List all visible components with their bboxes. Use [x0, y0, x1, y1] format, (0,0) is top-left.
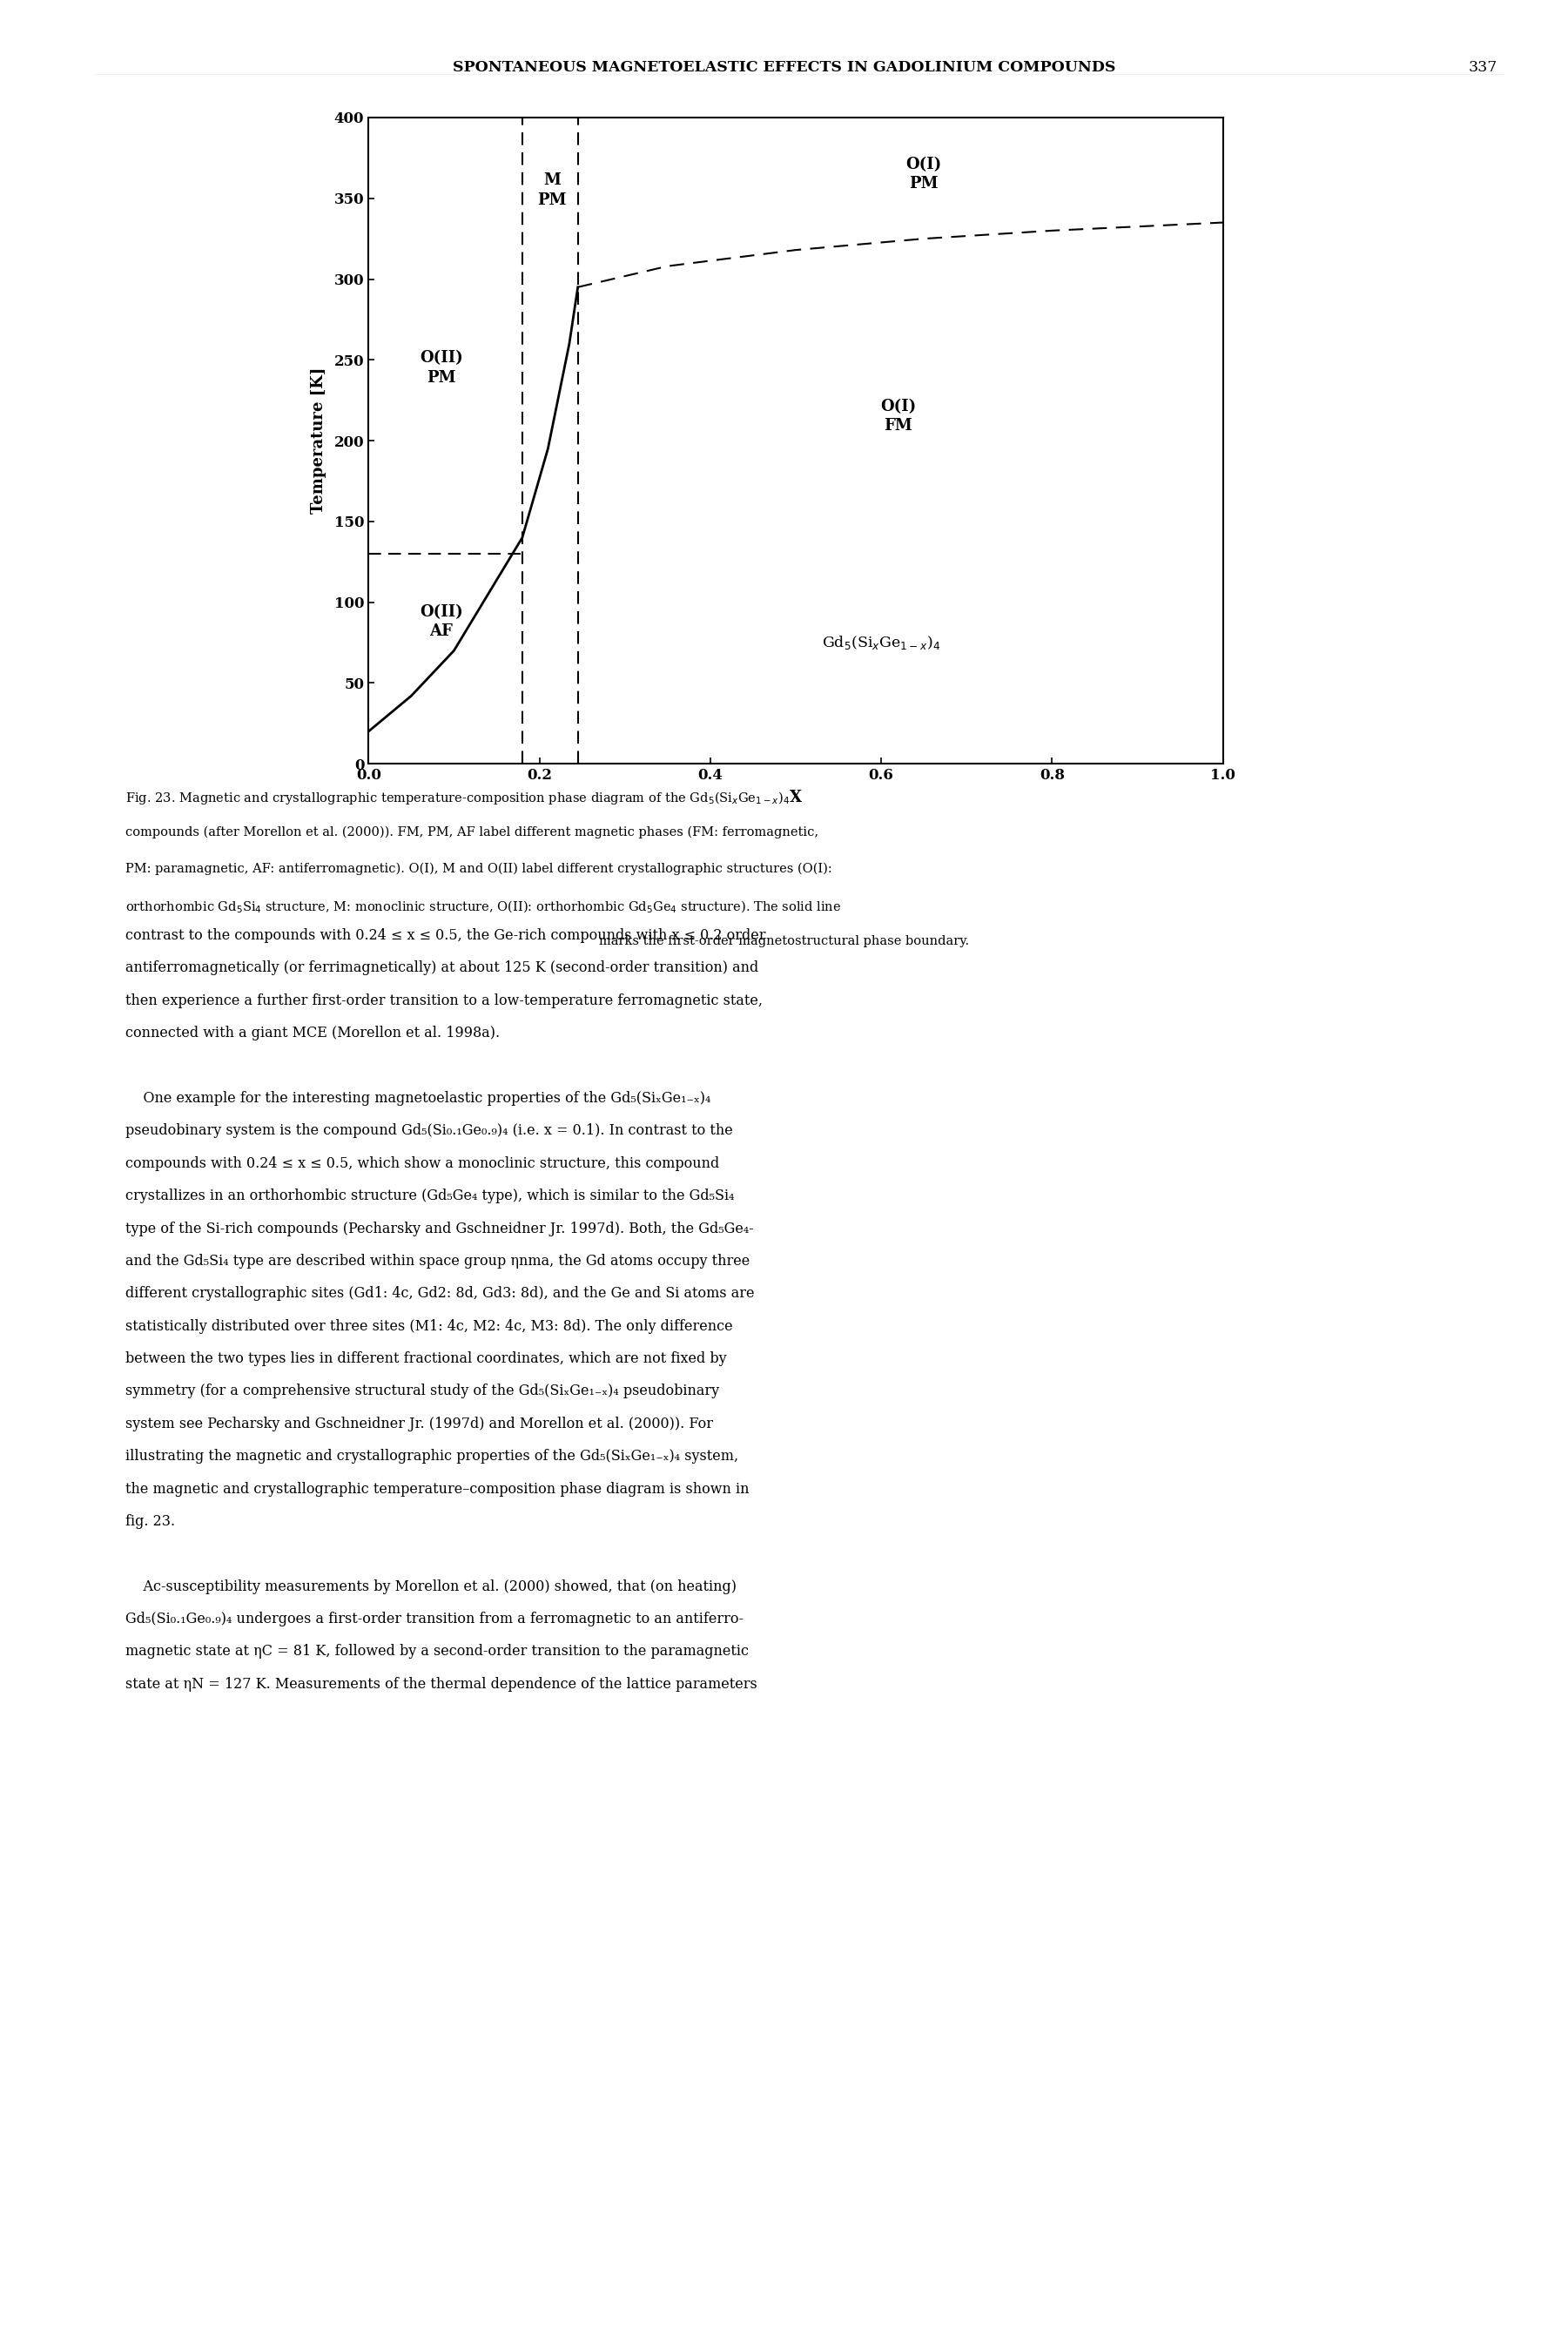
Text: Fig. 23. Magnetic and crystallographic temperature-composition phase diagram of : Fig. 23. Magnetic and crystallographic t…: [125, 790, 790, 806]
Text: One example for the interesting magnetoelastic properties of the Gd₅(SiₓGe₁₋ₓ)₄: One example for the interesting magnetoe…: [125, 1090, 710, 1107]
Text: O(II)
AF: O(II) AF: [420, 604, 463, 639]
Text: then experience a further first-order transition to a low-temperature ferromagne: then experience a further first-order tr…: [125, 994, 762, 1008]
Text: fig. 23.: fig. 23.: [125, 1513, 176, 1530]
Text: O(II)
PM: O(II) PM: [420, 350, 463, 385]
Text: compounds (after Morellon et al. (2000)). FM, PM, AF label different magnetic ph: compounds (after Morellon et al. (2000))…: [125, 825, 818, 839]
Text: contrast to the compounds with 0.24 ≤ x ≤ 0.5, the Ge-rich compounds with x ≤ 0.: contrast to the compounds with 0.24 ≤ x …: [125, 928, 765, 942]
Text: the magnetic and crystallographic temperature–composition phase diagram is shown: the magnetic and crystallographic temper…: [125, 1481, 750, 1497]
Text: state at ηN = 127 K. Measurements of the thermal dependence of the lattice param: state at ηN = 127 K. Measurements of the…: [125, 1678, 757, 1692]
Text: symmetry (for a comprehensive structural study of the Gd₅(SiₓGe₁₋ₓ)₄ pseudobinar: symmetry (for a comprehensive structural…: [125, 1384, 720, 1398]
Text: statistically distributed over three sites (M1: 4c, M2: 4c, M3: 8d). The only di: statistically distributed over three sit…: [125, 1318, 732, 1332]
Text: Gd$_5$(Si$_x$Ge$_{1-x}$)$_4$: Gd$_5$(Si$_x$Ge$_{1-x}$)$_4$: [822, 634, 941, 651]
Text: Gd₅(Si₀.₁Ge₀.₉)₄ undergoes a first-order transition from a ferromagnetic to an a: Gd₅(Si₀.₁Ge₀.₉)₄ undergoes a first-order…: [125, 1612, 743, 1626]
Text: system see Pecharsky and Gschneidner Jr. (1997d) and Morellon et al. (2000)). Fo: system see Pecharsky and Gschneidner Jr.…: [125, 1417, 713, 1431]
Text: type of the Si-rich compounds (Pecharsky and Gschneidner Jr. 1997d). Both, the G: type of the Si-rich compounds (Pecharsky…: [125, 1222, 754, 1236]
Text: M
PM: M PM: [538, 172, 568, 207]
Text: between the two types lies in different fractional coordinates, which are not fi: between the two types lies in different …: [125, 1351, 726, 1365]
Text: marks the first-order magnetostructural phase boundary.: marks the first-order magnetostructural …: [599, 935, 969, 947]
Text: connected with a giant MCE (Morellon et al. 1998a).: connected with a giant MCE (Morellon et …: [125, 1027, 500, 1041]
Y-axis label: Temperature [K]: Temperature [K]: [310, 367, 326, 515]
Text: PM: paramagnetic, AF: antiferromagnetic). O(I), M and O(II) label different crys: PM: paramagnetic, AF: antiferromagnetic)…: [125, 862, 833, 874]
Text: O(I)
FM: O(I) FM: [880, 400, 916, 435]
Text: Ac-susceptibility measurements by Morellon et al. (2000) showed, that (on heatin: Ac-susceptibility measurements by Morell…: [125, 1579, 737, 1593]
Text: 337: 337: [1468, 59, 1497, 75]
Text: illustrating the magnetic and crystallographic properties of the Gd₅(SiₓGe₁₋ₓ)₄ : illustrating the magnetic and crystallog…: [125, 1450, 739, 1464]
Text: pseudobinary system is the compound Gd₅(Si₀.₁Ge₀.₉)₄ (i.e. x = 0.1). In contrast: pseudobinary system is the compound Gd₅(…: [125, 1123, 732, 1137]
Text: crystallizes in an orthorhombic structure (Gd₅Ge₄ type), which is similar to the: crystallizes in an orthorhombic structur…: [125, 1189, 734, 1203]
Text: orthorhombic Gd$_5$Si$_4$ structure, M: monoclinic structure, O(II): orthorhombi: orthorhombic Gd$_5$Si$_4$ structure, M: …: [125, 898, 842, 914]
Text: antiferromagnetically (or ferrimagnetically) at about 125 K (second-order transi: antiferromagnetically (or ferrimagnetica…: [125, 961, 759, 975]
X-axis label: X: X: [790, 790, 801, 806]
Text: O(I)
PM: O(I) PM: [906, 157, 942, 193]
Text: and the Gd₅Si₄ type are described within space group ηnma, the Gd atoms occupy t: and the Gd₅Si₄ type are described within…: [125, 1255, 750, 1269]
Text: compounds with 0.24 ≤ x ≤ 0.5, which show a monoclinic structure, this compound: compounds with 0.24 ≤ x ≤ 0.5, which sho…: [125, 1156, 720, 1170]
Text: SPONTANEOUS MAGNETOELASTIC EFFECTS IN GADOLINIUM COMPOUNDS: SPONTANEOUS MAGNETOELASTIC EFFECTS IN GA…: [453, 59, 1115, 75]
Text: magnetic state at ηC = 81 K, followed by a second-order transition to the parama: magnetic state at ηC = 81 K, followed by…: [125, 1645, 750, 1659]
Text: different crystallographic sites (Gd1: 4c, Gd2: 8d, Gd3: 8d), and the Ge and Si : different crystallographic sites (Gd1: 4…: [125, 1285, 754, 1302]
